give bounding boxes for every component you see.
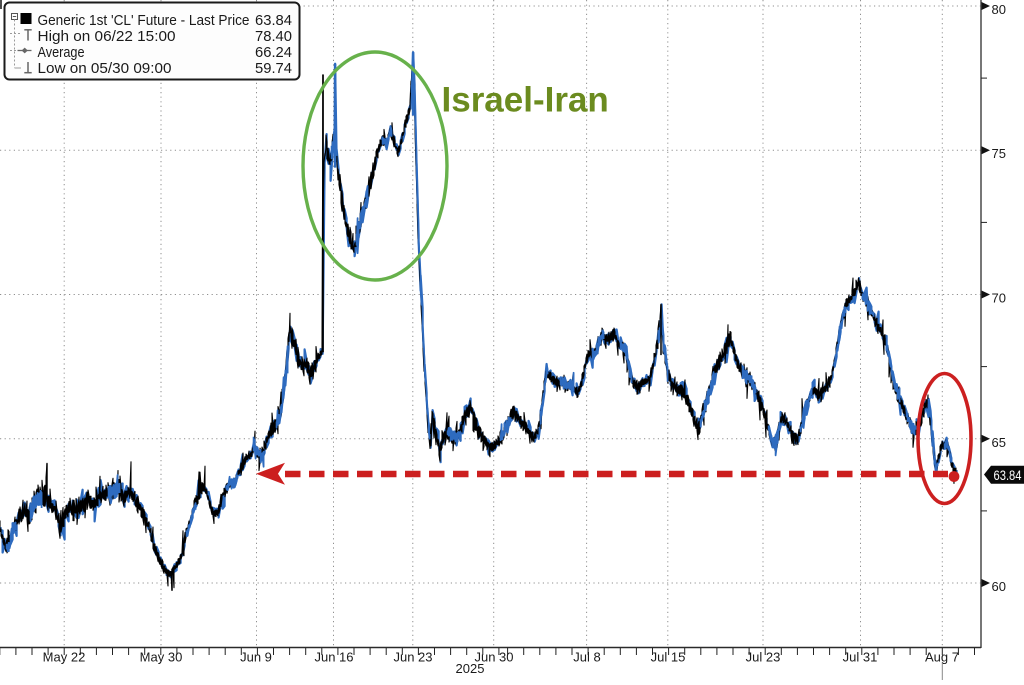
svg-text:Average: Average	[38, 44, 85, 61]
svg-text:78.40: 78.40	[255, 28, 292, 45]
svg-text:Jul 31: Jul 31	[843, 650, 878, 665]
svg-text:Jun 23: Jun 23	[393, 650, 432, 665]
svg-text:High on 06/22 15:00: High on 06/22 15:00	[38, 28, 176, 45]
svg-text:63.84: 63.84	[255, 12, 292, 29]
svg-text:75: 75	[992, 146, 1006, 161]
svg-text:Low on 05/30 09:00: Low on 05/30 09:00	[38, 60, 172, 77]
svg-text:Jul 15: Jul 15	[651, 650, 686, 665]
svg-text:Aug 7: Aug 7	[925, 650, 959, 665]
svg-text:Jul 8: Jul 8	[573, 650, 600, 665]
svg-text:63.84: 63.84	[994, 468, 1022, 483]
svg-text:Generic 1st 'CL' Future - Last: Generic 1st 'CL' Future - Last Price	[38, 12, 250, 29]
svg-text:2025: 2025	[456, 661, 485, 676]
svg-text:60: 60	[992, 579, 1006, 594]
svg-text:Israel-Iran: Israel-Iran	[442, 81, 609, 120]
svg-text:66.24: 66.24	[255, 44, 292, 61]
svg-text:May 30: May 30	[140, 650, 183, 665]
svg-text:70: 70	[992, 291, 1006, 306]
svg-text:65: 65	[992, 435, 1006, 450]
svg-text:Jun 16: Jun 16	[314, 650, 353, 665]
svg-text:80: 80	[992, 2, 1006, 17]
svg-text:Jun 9: Jun 9	[240, 650, 272, 665]
svg-text:Jun 30: Jun 30	[474, 650, 513, 665]
svg-text:Jul 23: Jul 23	[746, 650, 781, 665]
svg-text:59.74: 59.74	[255, 60, 292, 77]
svg-text:May 22: May 22	[43, 650, 86, 665]
